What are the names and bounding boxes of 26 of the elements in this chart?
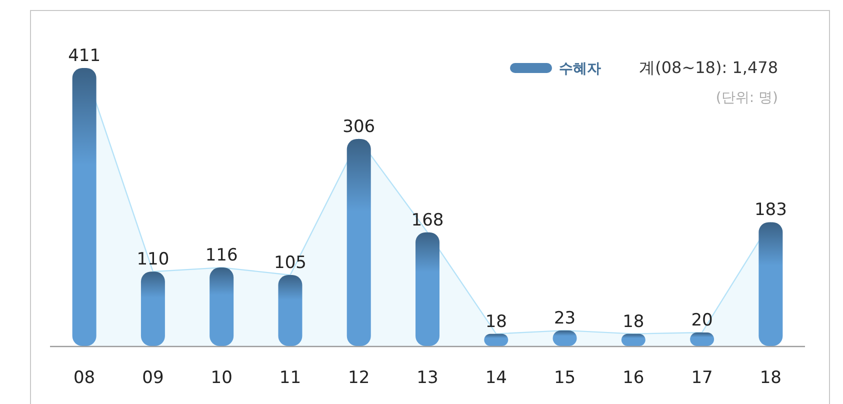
x-tick-label: 15	[554, 368, 576, 388]
x-tick-label: 16	[622, 368, 644, 388]
x-tick-label: 11	[279, 368, 302, 388]
x-tick-label: 10	[210, 368, 232, 388]
x-tick-label: 09	[142, 368, 164, 388]
x-tick-label: 18	[760, 368, 782, 388]
data-label: 168	[411, 210, 444, 230]
data-label: 23	[554, 308, 576, 328]
data-label: 183	[754, 200, 787, 220]
legend-label: 수혜자	[559, 61, 601, 77]
x-tick-label: 14	[485, 368, 507, 388]
annotation: 계(08~18): 1,478	[639, 58, 778, 77]
legend: 수혜자	[510, 61, 601, 77]
data-label: 105	[274, 252, 306, 273]
annotation: (단위: 명)	[716, 90, 778, 106]
data-label: 306	[342, 117, 376, 138]
x-tick-label: 13	[416, 368, 438, 388]
x-tick-label: 08	[74, 368, 96, 388]
data-label: 18	[622, 312, 644, 332]
data-label: 116	[205, 246, 238, 266]
data-label: 411	[68, 46, 101, 66]
data-label: 20	[691, 310, 713, 330]
x-tick-label: 17	[691, 368, 713, 388]
x-tick-label: 12	[348, 368, 370, 388]
data-label: 110	[136, 250, 170, 270]
data-label: 18	[485, 312, 507, 332]
